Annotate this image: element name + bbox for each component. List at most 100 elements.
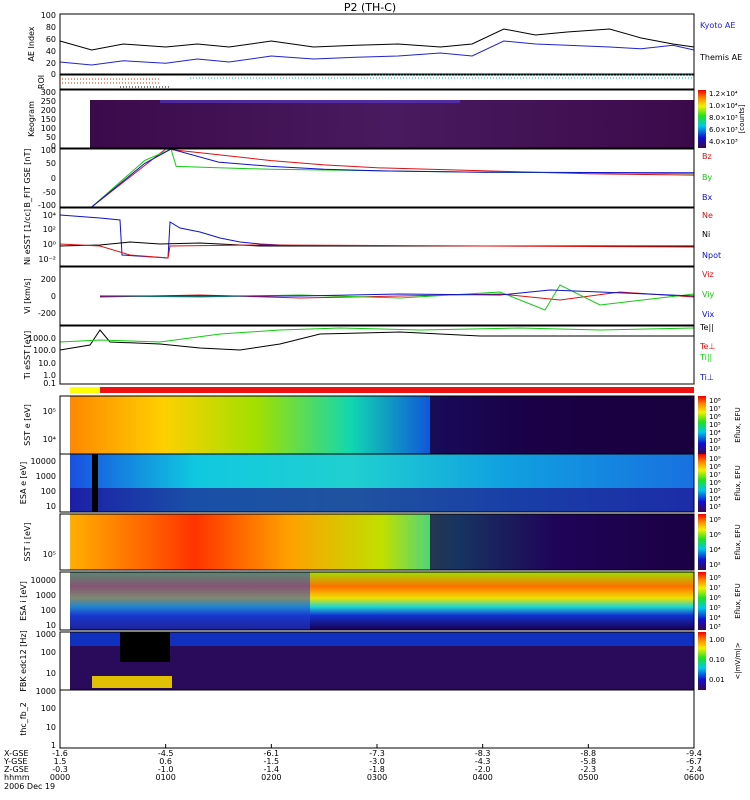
temperature-te-par-trace [59,329,694,351]
footer-value: -1.4 [264,765,280,774]
ae-ytick: 60 [46,35,56,44]
footer-value: -1.8 [369,765,385,774]
ae-panel-frame [59,13,695,75]
esa-electron-low-band [70,488,694,512]
fb-ytick: 1000 [36,687,56,696]
esa-i-panel-frame [59,571,695,631]
series-line-ae-1 [59,28,695,51]
footer-row-labels: X-GSE Y-GSE Z-GSE hhmm 2006 Dec 19 [3,749,55,791]
temperature-ytick: 1000.0 [28,334,56,343]
esa-i-ytick: 100 [41,606,56,615]
sst-e-cb-tick: 10² [709,445,721,453]
bfield-lines [91,148,695,208]
legend-ti-par: Ti|| [699,353,712,362]
density-ytick: 10⁴ [43,211,56,220]
fb-panel-frame [59,689,695,749]
sst-i-cb-tick: 10⁴ [709,546,721,554]
ae-ytick: 100 [41,11,56,20]
density-ytick: 10² [43,225,56,234]
ae-ytick: 40 [46,47,56,56]
esa-e-ytick: 10 [46,502,56,511]
bfield-ylabel: B_FIT GSE [nT] [23,149,32,208]
velocity-ytick: -200 [38,309,56,318]
esa-i-ytick: 10 [46,621,56,630]
chart-title: P2 (TH-C) [344,1,396,14]
legend-viy: Viy [702,290,715,299]
series-line-bfield-1 [91,148,695,208]
bfield-panel-frame [59,148,695,208]
esa-e-cb-tick: 10⁷ [709,471,721,479]
sst-e-cb-tick: 10⁶ [709,413,721,421]
fb-ylabel: thc_fb_2 [19,702,28,736]
x-axis [59,744,695,748]
sst-e-cb-tick: 10⁷ [709,405,721,413]
legend-ti-perp: Ti⊥ [699,373,714,382]
esa-i-cb-tick: 10⁴ [709,614,721,622]
ae-ytick: 20 [46,59,56,68]
mode-bar-red [100,387,694,393]
series-line-ae-0 [59,40,695,66]
y-tick-labels: 100 80 60 40 20 0 300 250 200 150 100 50… [28,11,56,750]
sst-ion-dark-region [430,514,694,570]
footer-value: -6.1 [264,749,280,758]
esa-i-cb-tick: 10⁸ [709,574,721,582]
density-ylabel: Ni eSST [1/cc] [23,209,32,265]
footer-value: -0.3 [52,765,68,774]
x-tick-label: 0400 [472,773,492,782]
legend-themis-ae: Themis AE [699,53,742,62]
keogram-ytick: 100 [41,124,56,133]
temperature-ylabel: Ti eSST [eV] [23,331,32,381]
esa-e-cb-tick: 10⁸ [709,463,721,471]
legend-viz: Viz [702,270,714,279]
esa-e-panel-frame [59,453,695,513]
x-tick-label: 0500 [578,773,598,782]
velocity-vix-trace [100,289,695,297]
keogram-heatmap [90,100,694,148]
footer-value: -8.3 [475,749,491,758]
keogram-ytick: 50 [46,133,56,142]
keogram-cb-tick: 4.0×10³ [709,138,738,146]
legend-by: By [702,173,712,182]
ae-lines [59,28,695,66]
footer-value: -2.4 [686,765,702,774]
fbk-cb-tick: 0.01 [709,676,725,684]
footer-columns: -1.61.5-0.30000-4.50.6-1.00100-6.1-1.5-1… [50,749,704,782]
footer-value: 1.5 [54,757,67,766]
fbk-top-band [70,632,694,646]
esa-e-ylabel: ESA e [eV] [19,462,28,504]
footer-value: -2.3 [581,765,597,774]
keogram-colorbar [698,90,706,148]
fbk-colorbar [698,632,706,690]
esa-e-ytick: 10000 [31,457,56,466]
legend-vix: Vix [702,310,715,319]
velocity-viy-trace [99,284,695,311]
sst-i-ylabel: SST i [eV] [23,523,32,562]
sst-e-ytick: 10⁴ [43,435,56,444]
keogram-ytick: 0 [51,142,56,151]
keogram-ytick: 150 [41,115,56,124]
fbk-ytick: 100 [41,648,56,657]
legend-ne: Ne [702,211,713,220]
x-tick-label: 0000 [50,773,70,782]
velocity-ytick: 200 [41,275,56,284]
fbk-cb-title: <|mV/m|> [734,642,742,679]
footer-row-label: X-GSE [4,749,29,758]
bfield-ytick: 100 [41,146,56,155]
roi-ylabel: ROI [37,75,46,89]
footer-value: -1.6 [52,749,68,758]
footer-value: -4.3 [475,757,491,766]
density-ne-trace [59,243,695,259]
footer-value: -8.8 [581,749,597,758]
footer-row-label: Y-GSE [3,757,27,766]
legend-bx: Bx [702,193,712,202]
keogram-cb-tick: 1.2×10⁴ [709,90,738,98]
legend-ni: Ni [702,230,710,239]
esa-i-cb-tick: 10⁵ [709,604,721,612]
footer-value: 0.6 [159,757,172,766]
temperature-panel-frame [59,325,695,385]
temperature-ytick: 1.0 [43,371,56,380]
sst-i-cb-tick: 10⁶ [709,531,721,539]
footer-row-label: 2006 Dec 19 [4,782,55,791]
footer-value: -2.0 [475,765,491,774]
